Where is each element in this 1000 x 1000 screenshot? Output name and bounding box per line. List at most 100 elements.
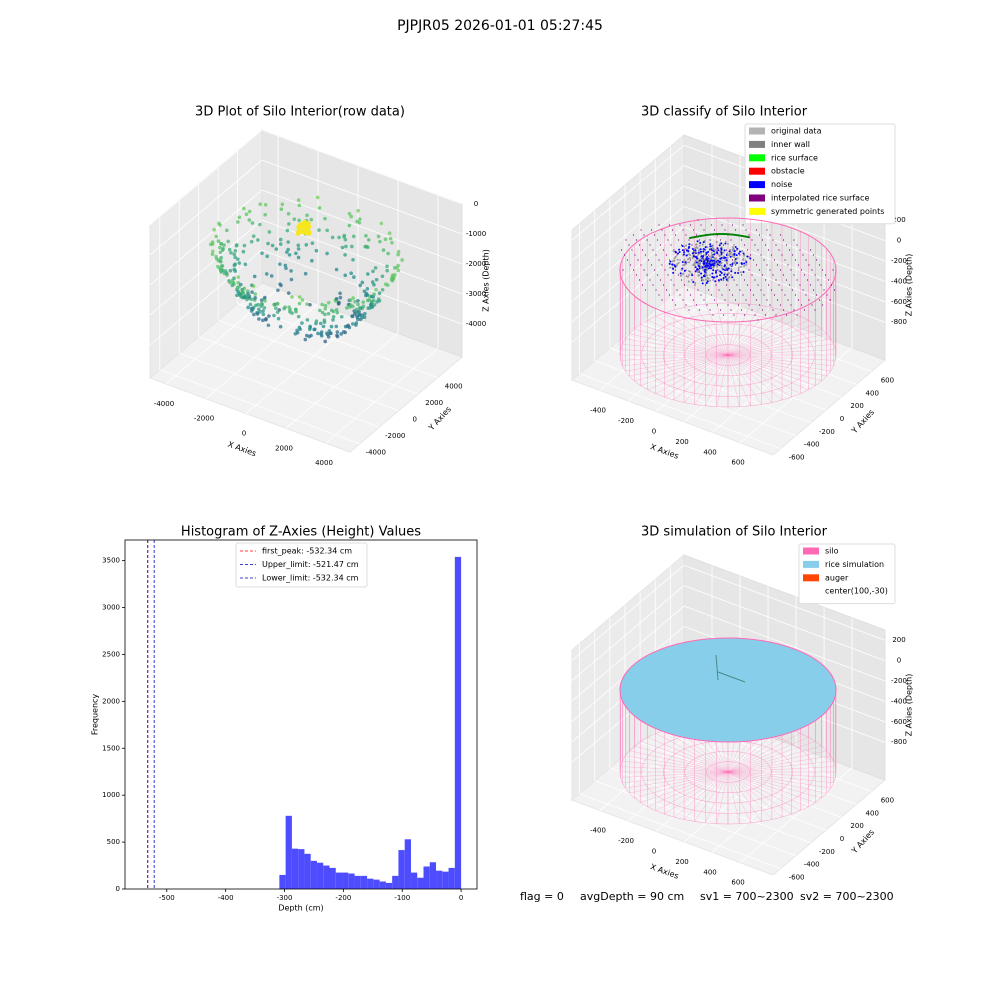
interp-point (649, 244, 651, 246)
scatter-point (297, 301, 302, 306)
silo-wire (625, 771, 729, 789)
interp-point (674, 304, 677, 306)
scatter-point (285, 250, 289, 254)
classified-point (748, 236, 750, 239)
classified-point (727, 267, 730, 270)
y-tick-label: 1000 (102, 791, 120, 799)
legend-swatch (803, 587, 819, 595)
interp-point (767, 249, 770, 251)
scatter-point (250, 221, 255, 225)
interp-point (709, 309, 711, 311)
y-tick-label: 0 (840, 415, 844, 423)
scatter-point (339, 332, 343, 336)
interp-point (743, 279, 746, 281)
silo-wire (622, 354, 729, 367)
z-grid-line (571, 564, 685, 661)
scatter-point (292, 217, 297, 221)
silo-wire (727, 303, 740, 356)
scatter-point (358, 283, 362, 288)
interp-point (679, 294, 681, 296)
scatter-point (296, 228, 301, 234)
silo-wire (727, 354, 783, 401)
scatter-point (314, 319, 319, 323)
interp-point (784, 294, 786, 296)
x-tick-label: 400 (703, 448, 716, 456)
classified-point (730, 264, 733, 267)
classified-point (696, 240, 699, 243)
interp-point (655, 289, 657, 291)
scatter-point (228, 268, 233, 273)
legend-label: interpolated rice surface (771, 194, 869, 203)
y-tick-label: 3500 (102, 557, 120, 565)
classified-point (700, 276, 703, 279)
classified-point (696, 268, 699, 271)
classified-point (698, 273, 701, 276)
z-grid-line (571, 206, 685, 302)
interp-point (757, 249, 759, 251)
interp-point (734, 299, 737, 301)
interp-point (653, 269, 656, 271)
interp-point (712, 314, 714, 316)
y-tick-label: -600 (789, 874, 805, 882)
scatter-point (264, 272, 269, 276)
scatter-point (335, 310, 340, 315)
interp-point (706, 304, 708, 306)
x-tick-label: 0 (459, 894, 463, 902)
z-grid-line (683, 564, 886, 641)
legend-swatch (803, 547, 819, 555)
interp-point (704, 284, 707, 286)
histogram-bar (310, 860, 317, 889)
classified-point (724, 266, 727, 269)
interp-point (715, 284, 717, 286)
classified-point (737, 252, 740, 255)
silo-wire (673, 354, 729, 401)
interp-point (650, 264, 653, 266)
legend-swatch (749, 181, 765, 189)
scatter-point (242, 206, 246, 211)
interp-point (803, 274, 806, 276)
x-tick-label: -200 (618, 417, 634, 425)
interp-point (664, 269, 666, 271)
interp-point (811, 269, 813, 271)
y-tick-label: 0 (412, 416, 416, 424)
interp-point (778, 284, 780, 286)
interp-point (692, 229, 695, 231)
interp-point (626, 259, 629, 261)
scatter-point (263, 298, 267, 303)
y-tick-label: 400 (866, 809, 879, 817)
scatter-point (227, 247, 232, 252)
interp-point (749, 254, 752, 256)
classified-point (681, 245, 684, 248)
interp-point (667, 239, 669, 241)
interp-point (770, 254, 773, 256)
scatter-point (352, 312, 357, 316)
interp-point (710, 294, 713, 296)
x-tick-label: -500 (159, 894, 175, 902)
interp-point (725, 284, 728, 286)
scatter-point (245, 294, 250, 298)
scatter-point (396, 252, 400, 257)
classified-point (708, 258, 711, 261)
classified-point (718, 263, 721, 266)
classified-point (669, 266, 672, 269)
classified-point (669, 260, 672, 263)
scatter-point (334, 308, 339, 312)
scatter-point (360, 280, 365, 285)
classified-point (724, 242, 727, 245)
scatter-point (258, 222, 262, 227)
classified-point (724, 269, 727, 272)
classified-point (706, 260, 709, 263)
classified-point (694, 270, 697, 273)
classified-point (729, 255, 732, 258)
interp-point (700, 224, 702, 226)
scatter-point (325, 331, 329, 335)
silo-ring (662, 323, 794, 387)
classified-point (702, 268, 705, 271)
classified-point (702, 250, 705, 253)
classified-point (732, 262, 735, 265)
legend-swatch (803, 574, 819, 582)
scatter-point (242, 243, 247, 248)
silo-wire (727, 316, 801, 356)
interp-point (830, 284, 833, 286)
interp-point (785, 279, 788, 281)
